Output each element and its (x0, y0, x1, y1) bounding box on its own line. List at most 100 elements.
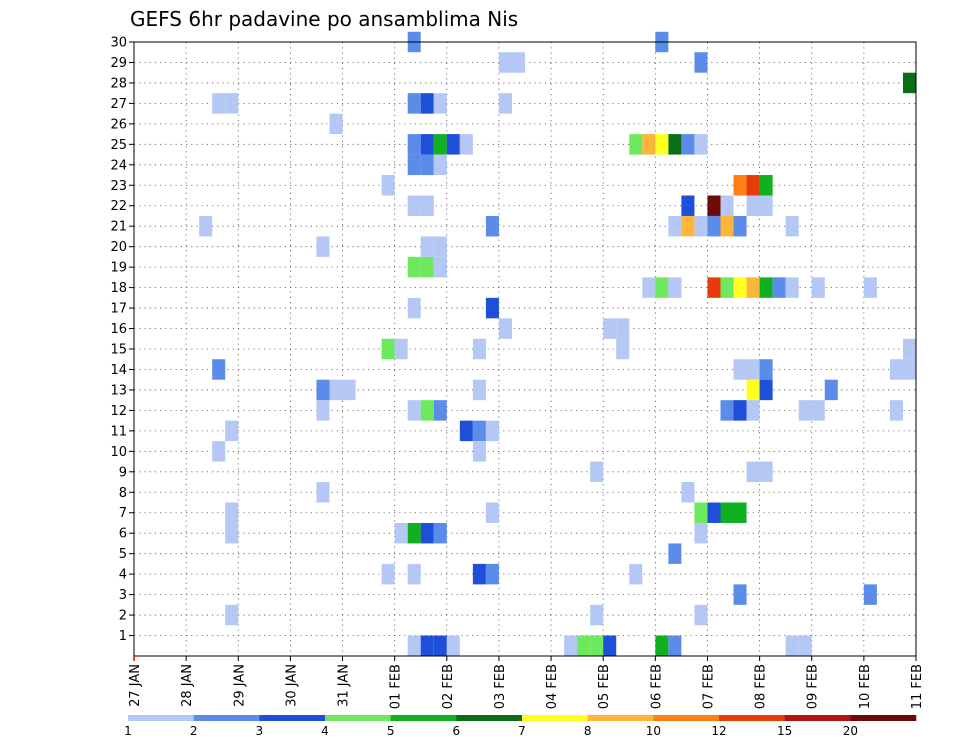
colorbar-label: 3 (256, 724, 264, 738)
heatmap-cell (720, 277, 734, 298)
y-tick-label: 9 (119, 465, 127, 480)
y-tick-label: 27 (110, 97, 127, 112)
heatmap-cell (668, 543, 682, 564)
heatmap-cell (394, 338, 408, 360)
y-tick-label: 26 (110, 117, 127, 132)
heatmap-cell (694, 502, 708, 523)
heatmap-cell (225, 522, 239, 544)
x-tick-label: 01 FEB (389, 664, 404, 709)
heatmap-cell (707, 215, 721, 237)
heatmap-cell (720, 502, 734, 523)
heatmap-cell (381, 175, 395, 196)
y-tick-label: 13 (110, 383, 127, 398)
heatmap-cell (459, 420, 473, 442)
y-tick-label: 16 (110, 322, 127, 337)
heatmap-cell (668, 277, 682, 298)
heatmap-cell (590, 635, 604, 656)
heatmap-cell (433, 635, 447, 656)
heatmap-cell (759, 461, 773, 483)
heatmap-cell (212, 441, 226, 462)
heatmap-cell (668, 635, 682, 656)
x-tick-label: 30 JAN (284, 664, 299, 707)
y-tick-label: 3 (119, 588, 127, 603)
heatmap-cell (472, 441, 486, 462)
heatmap-cell (603, 318, 617, 339)
heatmap-cell (485, 563, 499, 585)
colorbar-segment (587, 715, 654, 721)
x-tick-label: 03 FEB (493, 664, 508, 709)
colorbar-segment (390, 715, 457, 721)
heatmap-cell (694, 52, 708, 73)
colorbar-segment (850, 715, 917, 721)
heatmap-cell (785, 277, 799, 298)
y-tick-label: 8 (119, 486, 127, 501)
heatmap-cell (485, 297, 499, 319)
heatmap-cell (616, 318, 630, 339)
heatmap-cell (759, 277, 773, 298)
x-tick-label: 07 FEB (701, 664, 716, 709)
heatmap-cell (746, 195, 760, 216)
heatmap-cell (863, 584, 877, 605)
x-tick-label: 09 FEB (806, 664, 821, 709)
heatmap-cell (498, 93, 512, 114)
y-tick-label: 11 (110, 424, 127, 439)
heatmap-cell (902, 338, 916, 360)
colorbar-label: 4 (321, 724, 329, 738)
colorbar-segment (128, 715, 194, 721)
heatmap-cell (394, 522, 408, 544)
x-tick-label: 28 JAN (180, 664, 195, 707)
y-tick-label: 2 (119, 609, 127, 624)
heatmap-cell (407, 297, 421, 319)
heatmap-cell (707, 277, 721, 298)
heatmap-cell (746, 359, 760, 380)
heatmap-cell (316, 379, 330, 401)
colorbar-label: 12 (711, 724, 726, 738)
heatmap-cell (212, 359, 226, 380)
heatmap-cell (668, 215, 682, 237)
y-tick-label: 25 (110, 138, 127, 153)
y-tick-label: 14 (110, 363, 127, 378)
heatmap-cell (225, 604, 239, 626)
heatmap-cell (694, 522, 708, 544)
y-tick-label: 24 (110, 158, 127, 173)
heatmap-cell (407, 400, 421, 421)
heatmap-cell (694, 134, 708, 155)
colorbar-segment (719, 715, 785, 721)
colorbar-segment (259, 715, 326, 721)
heatmap-cell (498, 318, 512, 339)
colorbar-label: 10 (646, 724, 661, 738)
heatmap-cell (420, 522, 434, 544)
heatmap-cell (316, 400, 330, 421)
colorbar-segment (325, 715, 391, 721)
chart-title: GEFS 6hr padavine po ansamblima Nis (130, 7, 518, 31)
y-tick-label: 7 (119, 506, 127, 521)
y-tick-label: 23 (110, 179, 127, 194)
heatmap-cell (472, 379, 486, 401)
heatmap-cell (902, 359, 916, 380)
heatmap-cell (564, 635, 578, 656)
heatmap-cell (420, 256, 434, 278)
data-cells (199, 31, 916, 656)
heatmap-cell (694, 604, 708, 626)
heatmap-cell (316, 482, 330, 503)
y-tick-label: 4 (119, 568, 127, 583)
heatmap-cell (746, 379, 760, 401)
heatmap-cell (407, 635, 421, 656)
heatmap-cell (889, 359, 903, 380)
heatmap-cell (733, 400, 747, 421)
heatmap-cell (225, 502, 239, 523)
heatmap-cell (433, 154, 447, 176)
heatmap-cell (785, 635, 799, 656)
heatmap-cell (720, 195, 734, 216)
heatmap-cell (707, 195, 721, 216)
heatmap-cell (681, 215, 695, 237)
heatmap-cell (668, 134, 682, 155)
x-tick-label: 31 JAN (337, 664, 352, 707)
heatmap-cell (733, 502, 747, 523)
heatmap-cell (746, 277, 760, 298)
heatmap-cell (329, 113, 343, 135)
y-tick-label: 21 (110, 220, 127, 235)
y-tick-label: 20 (110, 240, 127, 255)
heatmap-cell (433, 134, 447, 155)
